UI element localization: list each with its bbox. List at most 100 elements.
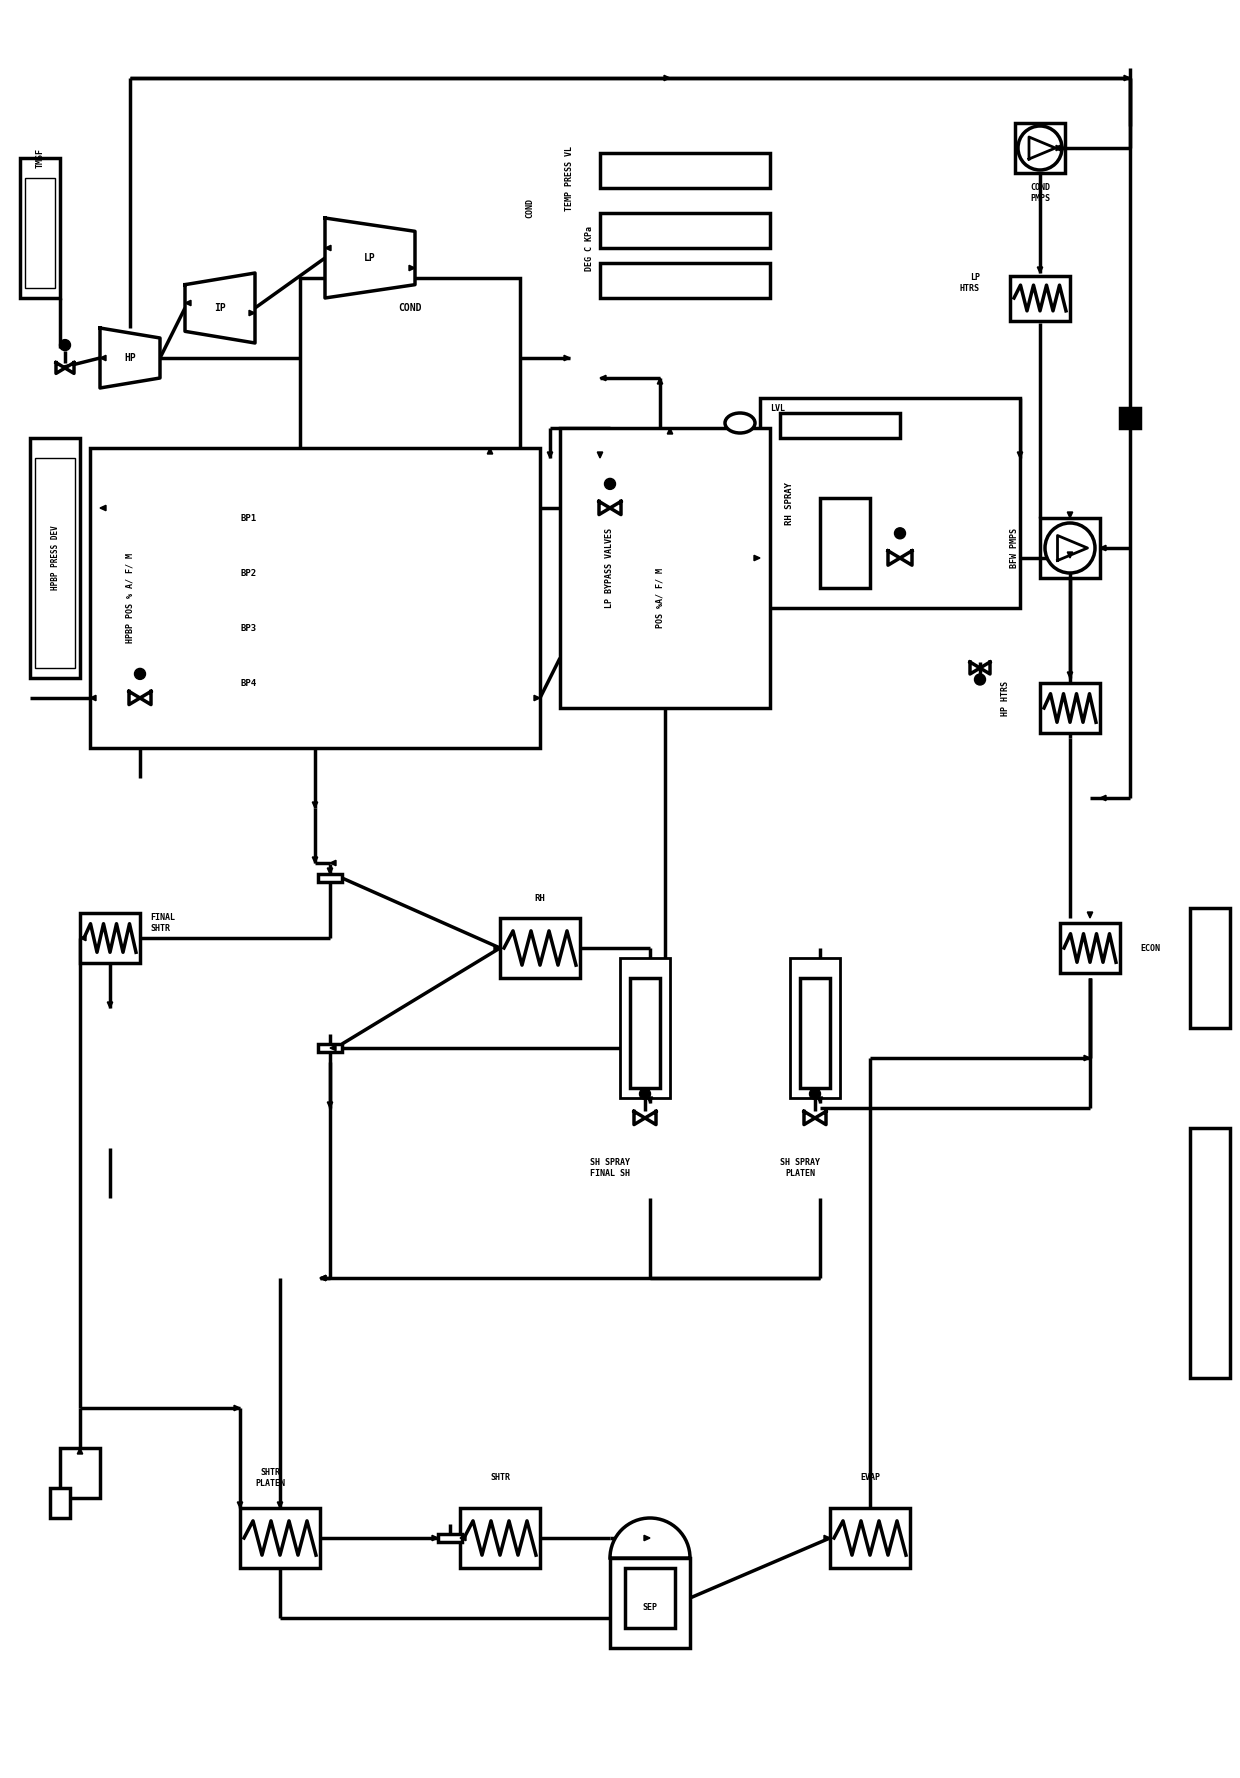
Bar [300, 277, 520, 459]
Text: IP: IP [215, 302, 226, 313]
Bar [1060, 923, 1120, 973]
Polygon shape [804, 1111, 815, 1125]
Polygon shape [1068, 512, 1073, 517]
Polygon shape [330, 861, 336, 866]
Text: COND: COND [526, 197, 534, 219]
Polygon shape [980, 661, 990, 674]
Text: FINAL
SHTR: FINAL SHTR [150, 914, 175, 933]
Text: HP HTRS: HP HTRS [1001, 681, 1011, 715]
Polygon shape [56, 363, 64, 373]
Text: RH: RH [534, 894, 546, 903]
Polygon shape [330, 1045, 336, 1051]
Text: HPBP POS % A/ F/ M: HPBP POS % A/ F/ M [125, 553, 134, 644]
Polygon shape [312, 802, 317, 807]
Polygon shape [108, 1003, 113, 1008]
Bar [50, 1488, 69, 1518]
Polygon shape [1068, 672, 1073, 677]
Bar [790, 958, 839, 1099]
Polygon shape [610, 501, 621, 514]
Polygon shape [547, 452, 553, 459]
Bar [625, 1568, 675, 1629]
Circle shape [134, 669, 145, 679]
Bar [438, 1534, 463, 1542]
Polygon shape [663, 75, 670, 80]
Circle shape [1045, 523, 1095, 573]
Bar [1190, 909, 1230, 1028]
Bar [500, 917, 580, 978]
Text: HPBP PRESS DEV: HPBP PRESS DEV [51, 526, 60, 590]
Wedge shape [610, 1518, 689, 1558]
Polygon shape [249, 311, 255, 316]
Polygon shape [657, 379, 662, 384]
Bar [600, 263, 770, 299]
Polygon shape [100, 505, 105, 510]
Polygon shape [1123, 75, 1130, 80]
Polygon shape [185, 274, 255, 343]
Text: LP
HTRS: LP HTRS [960, 274, 980, 293]
Polygon shape [140, 692, 151, 704]
Polygon shape [1100, 795, 1106, 800]
Text: BP2: BP2 [241, 569, 257, 578]
Polygon shape [129, 692, 140, 704]
Bar [91, 448, 539, 749]
Bar [30, 437, 81, 677]
Polygon shape [312, 857, 317, 862]
Polygon shape [815, 1111, 826, 1125]
Polygon shape [1100, 546, 1106, 551]
Polygon shape [237, 1502, 243, 1508]
Bar [780, 412, 900, 437]
Bar [1040, 517, 1100, 578]
Text: EVAP: EVAP [861, 1474, 880, 1483]
Polygon shape [494, 946, 500, 951]
Polygon shape [487, 448, 492, 453]
Circle shape [1018, 126, 1061, 171]
Text: SHTR: SHTR [490, 1474, 510, 1483]
Bar [25, 178, 55, 288]
Polygon shape [460, 1534, 466, 1542]
Bar [760, 398, 1021, 608]
Polygon shape [1038, 267, 1043, 274]
Circle shape [810, 1088, 821, 1099]
Polygon shape [409, 265, 415, 270]
Circle shape [975, 674, 986, 685]
Text: BP4: BP4 [241, 679, 257, 688]
Polygon shape [100, 356, 105, 361]
Polygon shape [600, 375, 606, 380]
Text: SEP: SEP [642, 1604, 657, 1613]
Bar [1011, 276, 1070, 320]
Polygon shape [1059, 146, 1065, 151]
Bar [820, 498, 870, 589]
Text: ECON: ECON [1140, 944, 1159, 953]
Circle shape [894, 528, 905, 539]
Polygon shape [278, 1502, 283, 1508]
Text: SHTR
PLATEN: SHTR PLATEN [255, 1469, 285, 1488]
Polygon shape [320, 1275, 326, 1280]
Polygon shape [644, 1534, 650, 1542]
Polygon shape [77, 1447, 83, 1454]
Polygon shape [970, 661, 980, 674]
Polygon shape [325, 245, 331, 251]
Text: POS %A/ F/ M: POS %A/ F/ M [656, 567, 665, 628]
Ellipse shape [725, 412, 755, 434]
Bar [800, 978, 830, 1088]
Polygon shape [754, 555, 760, 560]
Bar [317, 1044, 342, 1051]
Polygon shape [64, 363, 74, 373]
Text: SH SPRAY
FINAL SH: SH SPRAY FINAL SH [590, 1157, 630, 1177]
Text: BP3: BP3 [241, 624, 257, 633]
Polygon shape [634, 1111, 645, 1125]
Polygon shape [598, 452, 603, 459]
Bar [630, 978, 660, 1088]
Polygon shape [81, 935, 86, 941]
Bar [560, 428, 770, 708]
Polygon shape [185, 300, 191, 306]
Polygon shape [534, 695, 539, 701]
Bar [20, 158, 60, 299]
Text: BFW PMPS: BFW PMPS [1011, 528, 1019, 567]
Polygon shape [667, 428, 672, 434]
Text: DEG C KPa: DEG C KPa [585, 226, 594, 270]
Polygon shape [1056, 146, 1061, 151]
Polygon shape [320, 1275, 326, 1280]
Polygon shape [327, 1102, 332, 1108]
Bar [1016, 123, 1065, 172]
